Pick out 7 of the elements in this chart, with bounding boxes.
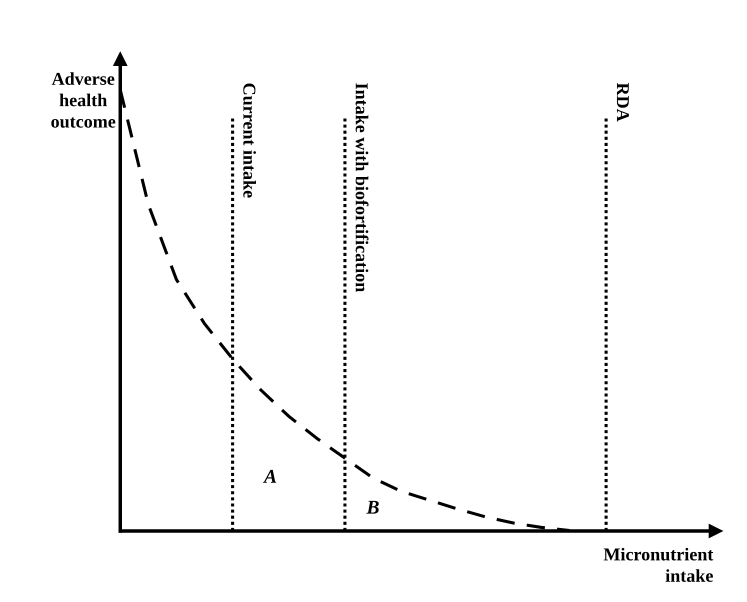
text: RDA bbox=[616, 82, 629, 122]
x-axis-title: Micronutrient intake bbox=[604, 548, 714, 582]
y-axis-title: Adverse health outcome bbox=[51, 72, 116, 128]
text: Current intake bbox=[243, 83, 256, 198]
annotation: B bbox=[366, 500, 379, 514]
annotation: A bbox=[263, 470, 276, 483]
text: Intake with biofortification bbox=[356, 83, 369, 292]
